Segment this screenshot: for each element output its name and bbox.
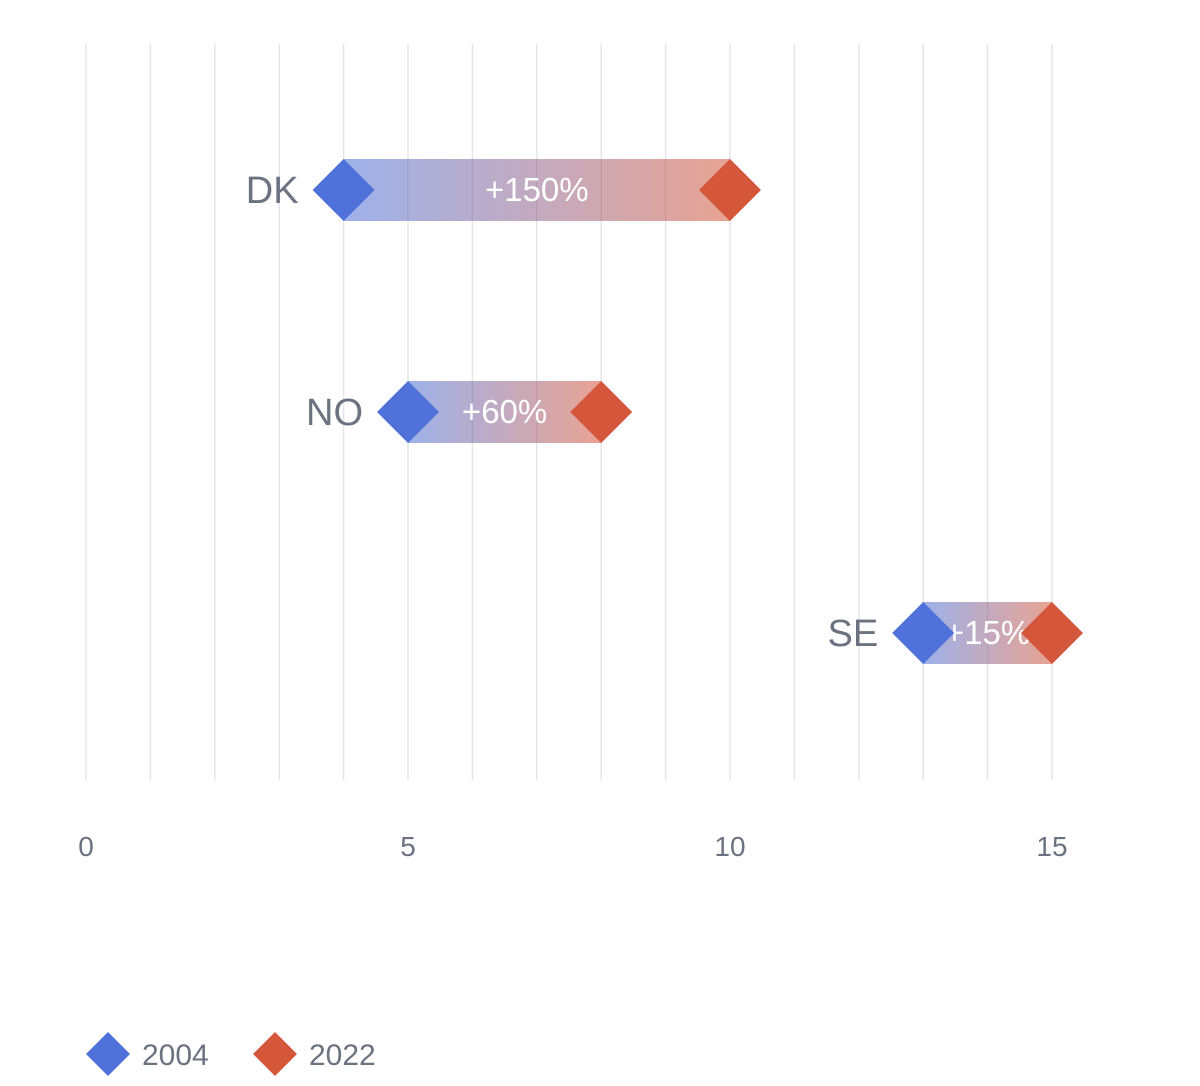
category-label: NO: [306, 392, 363, 434]
dumbbell-rows: +150% DK +60% NO +15% SE: [246, 159, 1083, 664]
range-bar: [408, 381, 602, 443]
x-tick-label: 15: [1036, 831, 1067, 862]
change-label: +15%: [945, 614, 1030, 651]
change-label: +60%: [462, 393, 547, 430]
point-2004: [377, 381, 439, 443]
legend-label: 2022: [309, 1039, 376, 1072]
point-2004: [312, 159, 375, 221]
dumbbell-row-dk: +150% DK: [246, 159, 761, 221]
category-label: DK: [246, 170, 299, 212]
point-2022: [570, 381, 633, 443]
x-axis-tick-labels: 0 5 10 15: [78, 831, 1067, 862]
x-tick-label: 5: [400, 831, 416, 862]
point-2022: [1021, 602, 1083, 664]
dumbbell-row-no: +60% NO: [306, 381, 633, 443]
point-2004: [892, 602, 955, 664]
point-2022: [699, 159, 761, 221]
x-tick-label: 0: [78, 831, 94, 862]
legend: 2004 2022: [86, 1032, 376, 1076]
legend-item-2004: 2004: [86, 1032, 209, 1076]
x-tick-label: 10: [714, 831, 745, 862]
dumbbell-row-se: +15% SE: [827, 602, 1083, 664]
legend-marker: [86, 1032, 130, 1076]
legend-item-2022: 2022: [253, 1032, 376, 1076]
range-bar: [343, 159, 730, 221]
legend-label: 2004: [142, 1039, 209, 1072]
category-label: SE: [827, 613, 878, 655]
change-label: +150%: [485, 171, 589, 208]
legend-marker: [253, 1032, 297, 1076]
